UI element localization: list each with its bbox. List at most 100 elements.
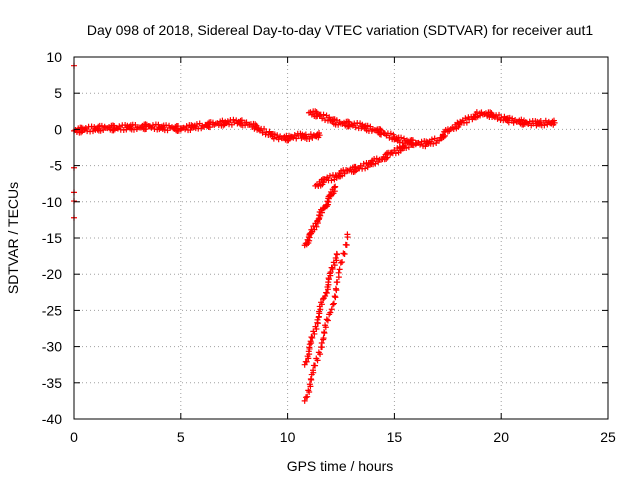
data-point bbox=[130, 126, 137, 133]
data-point bbox=[384, 154, 391, 161]
data-point bbox=[307, 383, 314, 390]
data-point bbox=[328, 177, 335, 184]
data-point bbox=[408, 140, 415, 147]
series-branch-2 bbox=[301, 183, 339, 249]
data-point bbox=[328, 306, 335, 313]
data-point bbox=[341, 170, 348, 177]
data-point bbox=[313, 325, 320, 332]
data-point bbox=[336, 266, 343, 273]
axis-ticks: 0 5 10 15 20 25 -40 -35 -30 -25 -20 -15 -10 -5 0 5 10 bbox=[42, 49, 616, 445]
data-point bbox=[331, 184, 338, 191]
data-point bbox=[377, 126, 384, 133]
data-point bbox=[392, 150, 399, 157]
data-point bbox=[337, 259, 344, 266]
y-tick-label: -40 bbox=[42, 411, 62, 427]
data-point bbox=[318, 339, 325, 346]
y-tick-label: -10 bbox=[42, 194, 62, 210]
data-point bbox=[326, 270, 333, 277]
data-point bbox=[310, 367, 317, 374]
data-point bbox=[343, 166, 350, 173]
data-point bbox=[537, 118, 544, 125]
data-point bbox=[316, 310, 323, 317]
data-point bbox=[291, 131, 298, 138]
data-point bbox=[261, 125, 268, 132]
y-tick-label: -15 bbox=[42, 230, 62, 246]
data-point bbox=[326, 172, 333, 179]
data-point bbox=[182, 126, 189, 133]
grid bbox=[74, 57, 608, 419]
data-point bbox=[307, 338, 314, 345]
series-branch-1 bbox=[312, 139, 415, 190]
data-point bbox=[313, 223, 320, 230]
data-point bbox=[206, 124, 213, 131]
data-point bbox=[352, 124, 359, 131]
data-point bbox=[237, 117, 244, 124]
data-point bbox=[318, 209, 325, 216]
data-point bbox=[333, 250, 340, 257]
data-point bbox=[314, 357, 321, 364]
data-point bbox=[335, 269, 342, 276]
data-point bbox=[328, 264, 335, 271]
data-point bbox=[542, 117, 549, 124]
data-point bbox=[344, 118, 351, 125]
data-point bbox=[323, 289, 330, 296]
y-tick-label: -35 bbox=[42, 375, 62, 391]
data-point bbox=[110, 127, 117, 134]
series-main-trace bbox=[71, 116, 323, 144]
data-point bbox=[322, 116, 329, 123]
data-point bbox=[305, 355, 312, 362]
series-branch-4 bbox=[301, 231, 351, 404]
data-point bbox=[331, 262, 338, 269]
data-point bbox=[317, 306, 324, 313]
data-point bbox=[193, 121, 200, 128]
data-point bbox=[301, 397, 308, 404]
data-point bbox=[345, 123, 352, 130]
data-point bbox=[329, 301, 336, 308]
data-point bbox=[325, 281, 332, 288]
data-point bbox=[322, 324, 329, 331]
y-tick-label: 10 bbox=[46, 49, 62, 65]
data-point bbox=[541, 122, 548, 129]
data-point bbox=[311, 330, 318, 337]
y-axis-label: SDTVAR / TECUs bbox=[5, 182, 21, 294]
data-point bbox=[317, 212, 324, 219]
data-point bbox=[523, 119, 530, 126]
data-point bbox=[324, 317, 331, 324]
series-layer bbox=[71, 62, 558, 404]
data-point bbox=[332, 294, 339, 301]
data-point bbox=[270, 135, 277, 142]
data-point bbox=[340, 250, 347, 257]
data-point bbox=[238, 117, 245, 124]
data-point bbox=[441, 132, 448, 139]
data-point bbox=[308, 334, 315, 341]
data-point bbox=[98, 122, 105, 129]
data-point bbox=[463, 119, 470, 126]
data-point bbox=[331, 293, 338, 300]
chart-title: Day 098 of 2018, Sidereal Day-to-day VTE… bbox=[87, 22, 594, 38]
data-point bbox=[321, 330, 328, 337]
data-point bbox=[339, 259, 346, 266]
data-point bbox=[327, 269, 334, 276]
data-point bbox=[320, 335, 327, 342]
data-point bbox=[175, 123, 182, 130]
data-point bbox=[312, 362, 319, 369]
data-point bbox=[309, 334, 316, 341]
x-tick-label: 0 bbox=[70, 429, 78, 445]
data-point bbox=[116, 123, 123, 130]
data-point bbox=[306, 351, 313, 358]
data-point bbox=[341, 251, 348, 257]
data-point bbox=[428, 136, 435, 143]
data-point bbox=[403, 145, 410, 152]
data-point bbox=[405, 144, 412, 151]
data-point bbox=[373, 155, 380, 162]
data-point bbox=[477, 112, 484, 119]
x-axis-label: GPS time / hours bbox=[287, 458, 394, 474]
data-point bbox=[494, 115, 501, 122]
data-point bbox=[322, 293, 329, 300]
data-point bbox=[333, 287, 340, 294]
data-point bbox=[351, 168, 358, 175]
data-point bbox=[383, 155, 390, 162]
y-tick-label: -5 bbox=[50, 158, 63, 174]
data-point bbox=[333, 257, 340, 264]
